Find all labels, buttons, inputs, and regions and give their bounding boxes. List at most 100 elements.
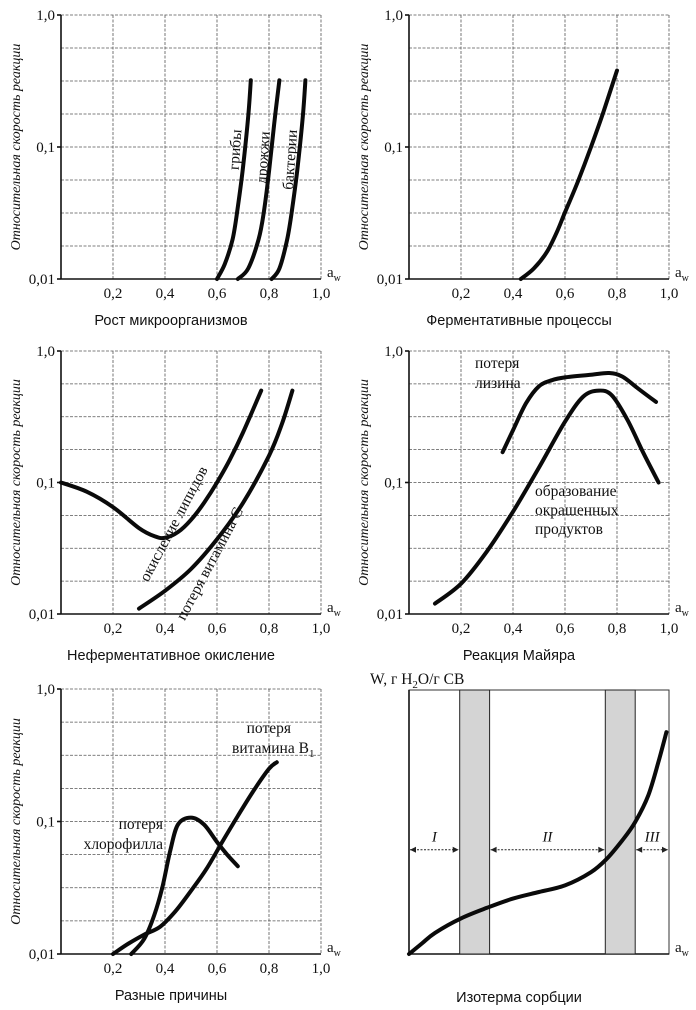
series-label: потеря — [475, 355, 519, 372]
series-label: хлорофилла — [84, 836, 164, 853]
region-label: III — [644, 830, 661, 846]
y-axis-label: Относительная скорость реакции — [357, 44, 372, 251]
x-tick-label: 0,2 — [104, 286, 123, 302]
y-axis-label-part: W, г H — [370, 671, 412, 688]
transition-band — [604, 689, 636, 955]
x-tick-label: 1,0 — [660, 621, 679, 637]
arrow-head-right-icon — [662, 846, 668, 853]
series-label: лизина — [475, 375, 521, 392]
y-tick-label: 1,0 — [36, 682, 55, 698]
x-axis-symbol-main: a — [327, 940, 334, 956]
series-label-subscript: 1 — [309, 748, 315, 760]
series-label: грибы — [226, 128, 246, 170]
y-tick-label: 0,1 — [384, 476, 403, 492]
y-tick-label: 0,01 — [29, 607, 55, 623]
chart-caption: Неферментативное окисление — [67, 648, 275, 664]
y-axis-label: W, г H2O/г СВ — [370, 671, 464, 691]
chart-panel-various: 1,0 0,1 0,01 0,2 0,4 0,6 0,8 1,0 Относительная с… — [9, 682, 342, 1004]
y-tick-label: 0,01 — [29, 272, 55, 288]
chart-panel-microorganisms: 1,0 0,1 0,01 0,2 0,4 0,6 0,8 1,0 Относительная с… — [9, 8, 342, 329]
x-tick-label: 1,0 — [312, 286, 331, 302]
y-axis-label: Относительная скорость реакции — [9, 44, 24, 251]
x-tick-label: 0,2 — [104, 961, 123, 977]
region-label: II — [541, 830, 553, 846]
x-tick-label: 0,8 — [260, 961, 279, 977]
y-axis-label: Относительная скорость реакции — [9, 379, 24, 586]
series-label: продуктов — [535, 521, 603, 538]
y-tick-label: 0,1 — [36, 140, 55, 156]
x-axis-symbol: aw — [675, 940, 690, 959]
x-axis-symbol-subscript: w — [682, 608, 690, 619]
x-tick-label: 0,6 — [208, 621, 227, 637]
arrow-head-right-icon — [452, 846, 459, 853]
x-tick-label: 0,4 — [504, 286, 523, 302]
series-line-3 — [269, 78, 308, 281]
series-label: окрашенных — [535, 502, 619, 519]
chart-panel-enzymatic: 1,0 0,1 0,01 0,2 0,4 0,6 0,8 1,0 Относительная с… — [357, 8, 690, 329]
series-label: потеря — [247, 720, 291, 737]
y-axis-label-subscript: 2 — [412, 679, 418, 691]
x-tick-label: 1,0 — [660, 286, 679, 302]
y-tick-label: 0,1 — [384, 140, 403, 156]
chart-panel-nonenzymatic-oxidation: 1,0 0,1 0,01 0,2 0,4 0,6 0,8 1,0 Относительная с… — [9, 344, 342, 664]
x-tick-label: 0,6 — [208, 286, 227, 302]
y-tick-label: 0,01 — [377, 272, 403, 288]
y-tick-label: 0,01 — [29, 947, 55, 963]
x-axis-symbol-subscript: w — [682, 273, 690, 284]
series-line-2 — [111, 760, 279, 956]
series-line-1 — [59, 388, 264, 541]
x-axis-symbol-subscript: w — [334, 273, 342, 284]
x-tick-label: 0,4 — [156, 621, 175, 637]
x-tick-label: 0,8 — [608, 621, 627, 637]
series-line-1 — [407, 730, 669, 956]
x-axis-symbol: aw — [675, 600, 690, 619]
chart-panel-maillard: 1,0 0,1 0,01 0,2 0,4 0,6 0,8 1,0 Относительная с… — [357, 344, 690, 664]
arrow-head-right-icon — [598, 846, 605, 853]
x-axis-symbol-subscript: w — [334, 948, 342, 959]
series-line-1 — [500, 370, 658, 455]
arrow-head-left-icon — [490, 846, 497, 853]
arrow-head-left-icon — [636, 846, 643, 853]
x-tick-label: 1,0 — [312, 961, 331, 977]
series-label: дрожжи — [253, 131, 274, 185]
x-axis-symbol-subscript: w — [334, 608, 342, 619]
x-axis-symbol: aw — [327, 265, 342, 284]
series-line-1 — [518, 68, 619, 281]
x-axis-symbol-main: a — [675, 265, 682, 281]
x-axis-symbol-main: a — [327, 265, 334, 281]
series-label: бактерии — [280, 129, 301, 190]
x-axis-symbol: aw — [327, 600, 342, 619]
x-axis-symbol-main: a — [327, 600, 334, 616]
x-axis-symbol-main: a — [675, 600, 682, 616]
x-tick-label: 0,6 — [556, 286, 575, 302]
series-line-2 — [433, 388, 661, 606]
series-label: образование — [535, 483, 617, 500]
x-tick-label: 1,0 — [312, 621, 331, 637]
chart-caption: Разные причины — [115, 988, 227, 1004]
x-tick-label: 0,4 — [504, 621, 523, 637]
x-tick-label: 0,6 — [208, 961, 227, 977]
x-tick-label: 0,4 — [156, 286, 175, 302]
series-line-2 — [137, 388, 295, 611]
x-tick-label: 0,4 — [156, 961, 175, 977]
x-axis-symbol-main: a — [675, 940, 682, 956]
y-tick-label: 1,0 — [384, 8, 403, 24]
y-axis-label: Относительная скорость реакции — [9, 718, 24, 925]
y-tick-label: 1,0 — [36, 8, 55, 24]
chart-caption: Реакция Майяра — [463, 648, 576, 664]
y-tick-label: 0,01 — [377, 607, 403, 623]
chart-caption: Изотерма сорбции — [456, 990, 582, 1006]
x-tick-label: 0,2 — [104, 621, 123, 637]
series-line-2 — [235, 78, 282, 281]
y-axis-label: Относительная скорость реакции — [357, 379, 372, 586]
y-tick-label: 1,0 — [384, 344, 403, 360]
y-tick-label: 0,1 — [36, 815, 55, 831]
x-tick-label: 0,8 — [260, 286, 279, 302]
chart-caption: Рост микроорганизмов — [94, 313, 248, 329]
y-axis-label-part: O/г СВ — [418, 671, 464, 688]
x-tick-label: 0,8 — [608, 286, 627, 302]
y-tick-label: 0,1 — [36, 476, 55, 492]
series-line-1 — [215, 78, 253, 281]
x-axis-symbol: aw — [675, 265, 690, 284]
